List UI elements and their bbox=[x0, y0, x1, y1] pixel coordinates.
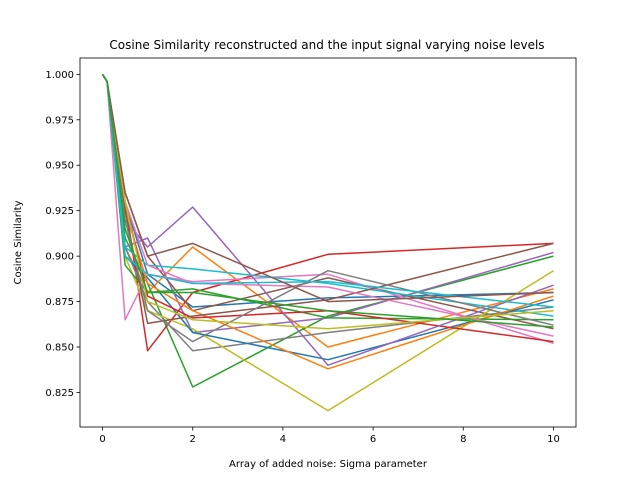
y-tick-label: 0.900 bbox=[45, 252, 74, 263]
y-tick-label: 0.825 bbox=[45, 388, 74, 399]
series-layer bbox=[101, 73, 554, 412]
x-tick-label: 6 bbox=[370, 434, 376, 445]
y-tick-label: 0.875 bbox=[45, 297, 74, 308]
x-tick-label: 0 bbox=[99, 434, 105, 445]
x-tick-label: 4 bbox=[280, 434, 286, 445]
y-tick-label: 0.850 bbox=[45, 343, 74, 354]
y-tick-label: 0.975 bbox=[45, 115, 74, 126]
x-tick-label: 10 bbox=[547, 434, 560, 445]
y-tick-label: 1.000 bbox=[45, 70, 74, 81]
x-tick-label: 8 bbox=[460, 434, 466, 445]
x-axis-label: Array of added noise: Sigma parameter bbox=[229, 459, 428, 470]
series-line-22 bbox=[101, 73, 554, 328]
chart-title: Cosine Similarity reconstructed and the … bbox=[109, 38, 544, 52]
plot-frame bbox=[79, 57, 577, 428]
x-tick-label: 2 bbox=[190, 434, 196, 445]
y-tick-label: 0.925 bbox=[45, 206, 74, 217]
y-axis-label: Cosine Similarity bbox=[13, 200, 24, 284]
y-axis: 0.825 0.850 0.875 0.900 0.925 0.950 0.975 1.000 bbox=[45, 70, 80, 399]
y-tick-label: 0.950 bbox=[45, 161, 74, 172]
x-axis: 0 2 4 6 8 10 bbox=[99, 427, 560, 445]
